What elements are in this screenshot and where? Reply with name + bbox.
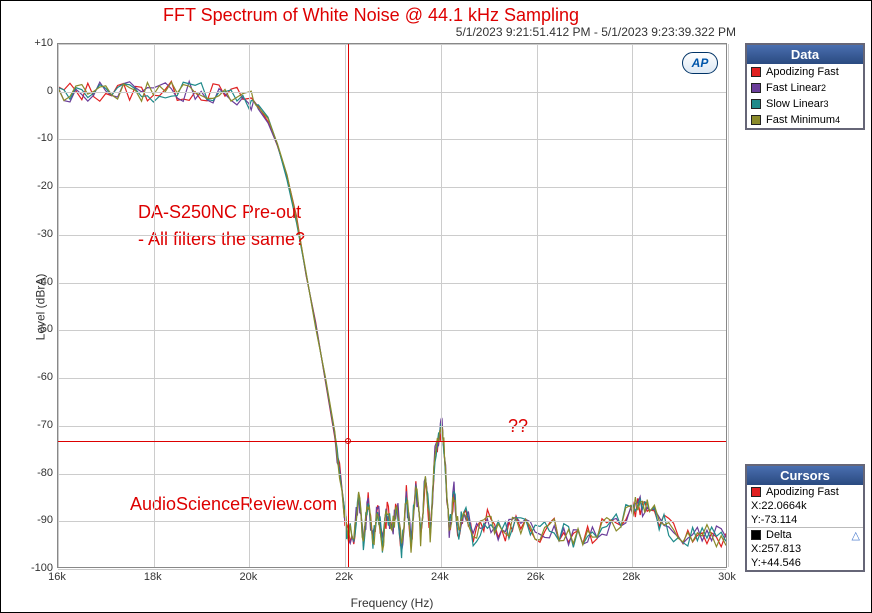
trace-1 xyxy=(58,81,726,551)
gridline-h xyxy=(58,283,726,284)
gridline-h xyxy=(58,139,726,140)
cursor-y-value: Y:-73.114 xyxy=(747,513,863,527)
x-tick-label: 18k xyxy=(144,571,162,583)
gridline-v xyxy=(632,44,633,567)
x-tick-label: 22k xyxy=(335,571,353,583)
delta-y-value: Y:+44.546 xyxy=(747,556,863,570)
gridline-h xyxy=(58,569,726,570)
gridline-h xyxy=(58,235,726,236)
y-tick-label: -60 xyxy=(3,371,53,383)
gridline-h xyxy=(58,92,726,93)
watermark: AudioScienceReview.com xyxy=(130,494,337,515)
y-tick-label: -90 xyxy=(3,514,53,526)
trace-3 xyxy=(58,82,726,553)
legend-title: Data xyxy=(747,45,863,64)
y-tick-label: -80 xyxy=(3,467,53,479)
legend-label: Fast Linear xyxy=(766,82,821,94)
legend-subscript: 2 xyxy=(821,83,826,93)
y-tick-label: -100 xyxy=(3,562,53,574)
annotation-device-line2: - All filters the same? xyxy=(138,229,305,249)
gridline-v xyxy=(249,44,250,567)
delta-x-value: X:257.813 xyxy=(747,542,863,556)
cursor-series-row[interactable]: Apodizing Fast xyxy=(747,485,863,499)
y-tick-label: -10 xyxy=(3,132,53,144)
y-tick-label: -30 xyxy=(3,228,53,240)
legend-swatch xyxy=(751,99,761,109)
cursors-title: Cursors xyxy=(747,466,863,485)
legend-item[interactable]: Apodizing Fast xyxy=(747,64,863,80)
gridline-h xyxy=(58,330,726,331)
y-tick-label: -70 xyxy=(3,419,53,431)
gridline-h xyxy=(58,378,726,379)
legend-panel[interactable]: Data Apodizing FastFast Linear 2Slow Lin… xyxy=(745,43,865,130)
chart-title: FFT Spectrum of White Noise @ 44.1 kHz S… xyxy=(1,5,741,26)
x-axis-label: Frequency (Hz) xyxy=(57,596,727,610)
y-tick-label: 0 xyxy=(3,85,53,97)
trace-2 xyxy=(58,82,726,558)
cursor-series-name: Apodizing Fast xyxy=(766,486,839,498)
y-tick-label: -50 xyxy=(3,323,53,335)
gridline-v xyxy=(345,44,346,567)
legend-subscript: 3 xyxy=(823,99,828,109)
legend-subscript: 4 xyxy=(835,115,840,125)
x-tick-label: 24k xyxy=(431,571,449,583)
legend-item[interactable]: Slow Linear 3 xyxy=(747,96,863,112)
cursor-horizontal[interactable] xyxy=(58,441,726,442)
delta-row[interactable]: Delta △ xyxy=(747,527,863,542)
timestamp: 5/1/2023 9:21:51.412 PM - 5/1/2023 9:23:… xyxy=(456,25,736,39)
legend-swatch xyxy=(751,67,761,77)
cursors-panel[interactable]: Cursors Apodizing Fast X:22.0664k Y:-73.… xyxy=(745,464,865,572)
annotation-device-line1: DA-S250NC Pre-out xyxy=(138,202,301,222)
x-tick-label: 26k xyxy=(527,571,545,583)
legend-item[interactable]: Fast Linear 2 xyxy=(747,80,863,96)
y-tick-label: +10 xyxy=(3,37,53,49)
gridline-v xyxy=(537,44,538,567)
cursor-swatch xyxy=(751,487,761,497)
x-tick-label: 20k xyxy=(240,571,258,583)
legend-swatch xyxy=(751,83,761,93)
gridline-h xyxy=(58,474,726,475)
plot-area: AP DA-S250NC Pre-out - All filters the s… xyxy=(57,43,727,568)
cursor-x-value: X:22.0664k xyxy=(747,499,863,513)
x-tick-label: 28k xyxy=(622,571,640,583)
gridline-v xyxy=(728,44,729,567)
delta-label: Delta xyxy=(766,529,792,541)
legend-label: Slow Linear xyxy=(766,98,823,110)
gridline-h xyxy=(58,426,726,427)
legend-item[interactable]: Fast Minimum 4 xyxy=(747,112,863,128)
cursor-vertical[interactable] xyxy=(348,44,349,567)
legend-label: Fast Minimum xyxy=(766,114,835,126)
annotation-device: DA-S250NC Pre-out - All filters the same… xyxy=(138,199,305,253)
gridline-h xyxy=(58,521,726,522)
y-tick-label: -40 xyxy=(3,276,53,288)
traces-svg xyxy=(58,44,726,567)
legend-label: Apodizing Fast xyxy=(766,66,839,78)
delta-icon: △ xyxy=(852,529,860,542)
trace-0 xyxy=(58,81,726,546)
cursor-anchor[interactable] xyxy=(345,438,351,444)
legend-swatch xyxy=(751,115,761,125)
gridline-v xyxy=(58,44,59,567)
gridline-v xyxy=(154,44,155,567)
x-tick-label: 16k xyxy=(48,571,66,583)
delta-swatch xyxy=(751,530,761,540)
x-tick-label: 30k xyxy=(718,571,736,583)
gridline-h xyxy=(58,187,726,188)
y-tick-label: -20 xyxy=(3,180,53,192)
gridline-v xyxy=(441,44,442,567)
gridline-h xyxy=(58,44,726,45)
